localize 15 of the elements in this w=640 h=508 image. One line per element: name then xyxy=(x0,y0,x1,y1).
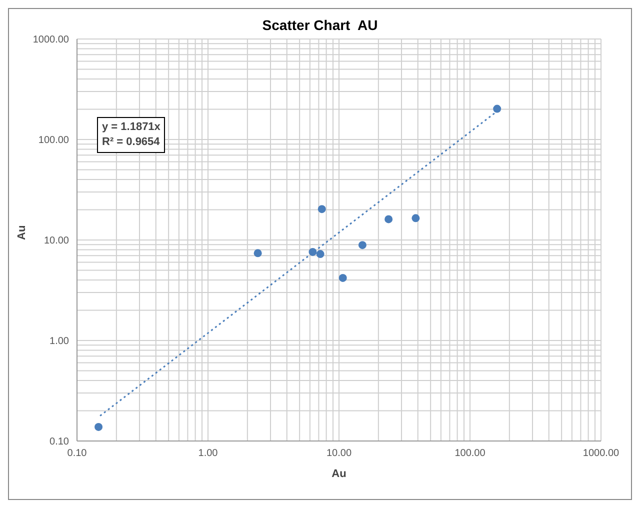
y-axis-title: Au xyxy=(16,225,28,240)
annotation: R² = 0.9654 xyxy=(102,136,160,148)
chart-title: Scatter Chart AU xyxy=(261,16,379,33)
x-tick-label: 1.00 xyxy=(198,448,218,460)
x-tick-label: 10.00 xyxy=(326,448,352,460)
x-tick-label: 0.10 xyxy=(67,448,88,460)
x-axis-title: Au xyxy=(332,468,346,480)
y-tick-label: 1.00 xyxy=(50,336,70,348)
y-tick-label: 10.00 xyxy=(44,236,70,247)
y-tick-label: 0.10 xyxy=(50,436,70,448)
y-tick-label: 1000.00 xyxy=(32,34,70,46)
annotation: y = 1.1871x xyxy=(102,121,160,133)
x-tick-label: 1000.00 xyxy=(582,448,620,460)
x-tick-label: 100.00 xyxy=(454,448,486,460)
y-tick-label: 100.00 xyxy=(38,135,70,146)
